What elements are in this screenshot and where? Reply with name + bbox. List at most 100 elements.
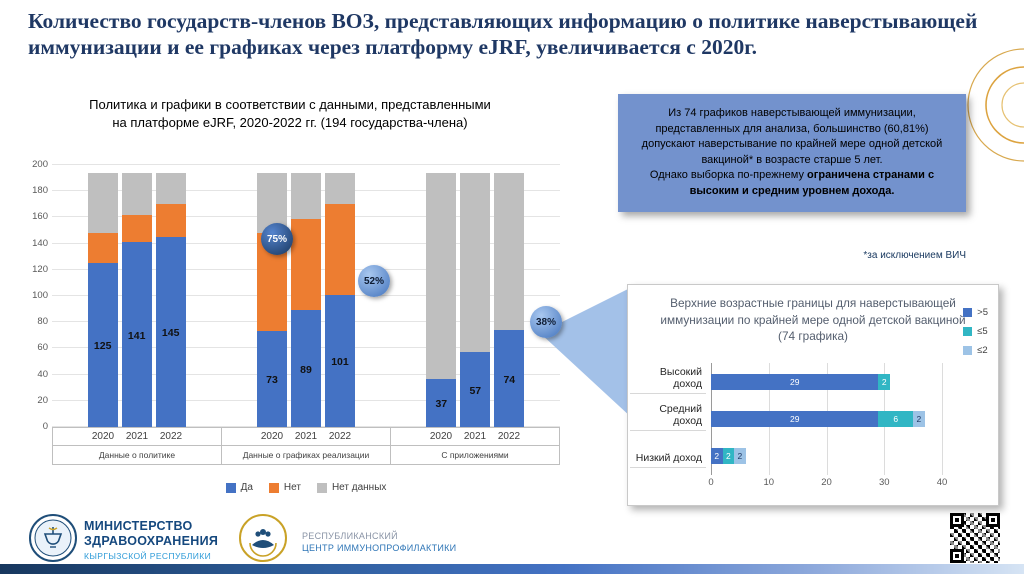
y-axis-label: 100 [32,290,48,301]
bar-value-label: 125 [93,340,112,353]
bar-segment-2 [121,172,152,215]
bar-value-label: 101 [331,355,349,368]
y-axis-label: 200 [32,159,48,170]
immunoprophylaxis-center-logo-icon [239,514,287,562]
bar-segment-1 [87,233,118,264]
age-chart-box: Верхние возрастные границы для наверстыв… [627,284,999,506]
bar-segment-0 [494,330,525,427]
bar-segment-1 [324,204,355,295]
bar-value-label: 145 [161,327,180,340]
bar-value-label: 141 [127,329,146,342]
y-axis-label: 60 [37,342,48,354]
qr-code [946,509,1004,567]
gridline [942,363,943,475]
legend-swatch [963,327,973,336]
hbar-segment-0: 2 [711,448,723,465]
bar-cluster: 125 141 145 [52,165,221,427]
hbar-segment-0: 29 [711,410,879,427]
x-tick-label: 0 [708,477,714,488]
legend-swatch [268,482,279,493]
y-axis-label: 40 [37,368,48,380]
hbar-segment-1: 6 [878,410,914,427]
bar-value-label: 74 [503,373,516,386]
ministry-name-line2: ЗДРАВООХРАНЕНИЯ [84,533,219,548]
footnote: *за исключением ВИЧ [863,250,966,261]
legend-label: Да [240,482,253,493]
bar-segment-2 [155,172,186,205]
center-name: РЕСПУБЛИКАНСКИЙ ЦЕНТР ИММУНОПРОФИЛАКТИКИ [302,531,456,553]
qr-finder-icon [950,549,964,563]
legend-item: Нет данных [316,482,387,493]
annotation-bubble-52: 52% [358,265,390,297]
y-axis-label: 160 [32,211,48,223]
legend-swatch [316,482,327,493]
center-name-line2: ЦЕНТР ИММУНОПРОФИЛАКТИКИ [302,543,457,553]
bar-segment-2 [87,172,118,234]
policy-axis: 2020 2021 2022 Данные о политике 2020 2021 202… [52,427,560,465]
ministry-name-line1: МИНИСТЕРСТВО [84,519,193,533]
bar-stack: 37 [426,165,457,427]
callout-text-2: Однако выборка по-прежнему [649,169,808,182]
callout-box: Из 74 графиков наверстывающей иммунизаци… [618,94,966,212]
year-label: 2020 [429,431,453,442]
bar-value-label: 57 [469,384,482,397]
bar-segment-1 [121,214,152,243]
category-label: Средний доход [630,403,706,431]
x-tick-label: 30 [878,477,890,488]
year-label: 2021 [294,431,318,442]
group-label: Данные о графиках реализации [242,450,370,460]
legend-label: >5 [977,307,988,318]
hbar-segment-1: 2 [722,448,735,465]
group-label: С приложениями [441,450,509,460]
x-tick-label: 40 [936,477,948,488]
ministry-logo-icon [29,514,77,562]
hbar-row: 29 2 [711,373,942,390]
age-category-labels: Высокий доход Средний доход Низкий доход [630,363,706,475]
axis-years-row: 2020 2021 2022 [391,428,559,446]
year-label: 2021 [463,431,487,442]
bar-segment-0 [121,242,152,427]
annotation-bubble-38: 38% [530,306,562,338]
hbar-row: 29 6 2 [711,410,942,427]
y-axis-label: 180 [32,185,48,197]
year-label: 2022 [497,431,521,442]
legend-label: Нет данных [331,482,387,493]
bar-stack: 89 [290,165,321,427]
category-label: Высокий доход [630,366,706,394]
legend-item: ≤5 [963,326,988,337]
bar-segment-0 [324,294,355,427]
age-chart-title: Верхние возрастные границы для наверстыв… [660,296,966,344]
bar-segment-0 [155,237,186,427]
year-label: 2021 [125,431,149,442]
bar-segment-1 [155,204,186,238]
callout-text-bold: ограничена странами с высоким и средним … [689,169,935,198]
bar-value-label: 37 [435,397,448,410]
bar-value-label: 73 [266,374,278,387]
annotation-bubble-75: 75% [261,223,293,255]
qr-finder-icon [950,513,964,527]
y-axis-label: 80 [37,316,48,328]
y-axis-label: 0 [42,421,48,432]
legend-item: Нет [268,482,301,493]
bar-value-label: 89 [300,363,312,376]
category-label: Низкий доход [630,444,706,469]
callout-text: Из 74 графиков наверстывающей иммунизаци… [641,107,943,166]
year-label: 2020 [260,431,284,442]
center-name-line1: РЕСПУБЛИКАНСКИЙ [302,531,398,541]
legend-item: Да [225,482,253,493]
policy-bar-groups: 125 141 145 73 89 101 37 57 74 [52,165,560,427]
bar-stack: 125 [87,165,118,427]
hbar-segment-2: 2 [913,410,925,427]
hbar-segment-1: 2 [878,373,891,390]
bar-stack: 145 [155,165,186,427]
x-tick-label: 20 [821,477,832,488]
age-xaxis: 0 10 20 30 40 [708,477,947,491]
policy-plot: 125 141 145 73 89 101 37 57 74 [52,164,560,427]
bar-stack: 141 [121,165,152,427]
axis-years-row: 2020 2021 2022 [222,428,390,446]
legend-swatch [963,346,973,355]
bar-stack: 73 [256,165,287,427]
policy-legend: Да Нет Нет данных [52,482,560,493]
